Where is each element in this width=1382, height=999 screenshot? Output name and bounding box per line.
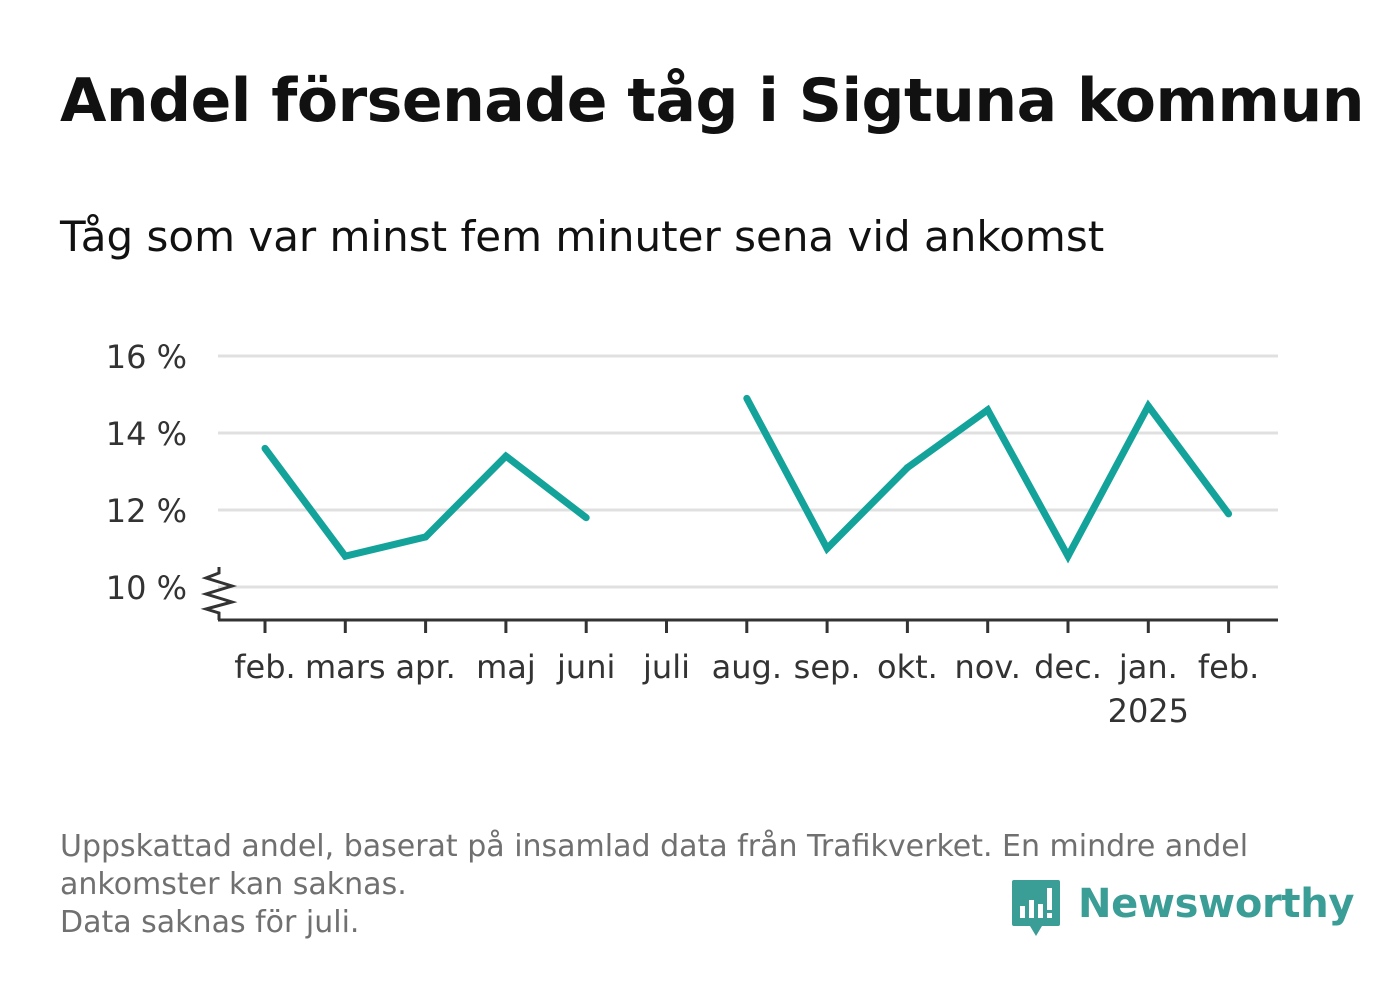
data-point bbox=[823, 545, 831, 552]
y-tick-label: 16 % bbox=[106, 338, 187, 376]
x-tick-label: sep. bbox=[794, 648, 861, 686]
data-point bbox=[422, 533, 430, 541]
brand-name: Newsworthy bbox=[1078, 881, 1355, 927]
footnote-line-3: Data saknas för juli. bbox=[60, 905, 360, 940]
x-tick-label: feb. bbox=[234, 648, 295, 686]
axis-break-icon bbox=[200, 567, 238, 620]
line-chart: 10 % 12 % 14 % 16 % feb. mars apr. maj juni juli a… bbox=[106, 338, 1278, 730]
footnote: Uppskattad andel, baserat på insamlad da… bbox=[60, 828, 1320, 942]
data-point bbox=[1144, 402, 1152, 410]
x-tick-label: dec. bbox=[1034, 648, 1102, 686]
data-point bbox=[1064, 552, 1072, 560]
data-point bbox=[984, 406, 992, 414]
y-tick-label: 12 % bbox=[106, 492, 187, 530]
x-tick-label: mars bbox=[305, 648, 386, 686]
series-line bbox=[743, 396, 1232, 564]
data-point bbox=[743, 394, 751, 402]
y-tick-label: 14 % bbox=[106, 415, 187, 453]
chart-subtitle: Tåg som var minst fem minuter sena vid a… bbox=[60, 212, 1105, 261]
data-point bbox=[502, 452, 510, 460]
x-tick-label: feb. bbox=[1198, 648, 1259, 686]
footnote-line-1: Uppskattad andel, baserat på insamlad da… bbox=[60, 829, 1249, 864]
x-tick-label: aug. bbox=[712, 648, 782, 686]
data-point bbox=[582, 514, 590, 522]
x-tick-label: juni bbox=[556, 648, 615, 686]
x-tick-label: juli bbox=[642, 648, 690, 686]
footnote-line-2: ankomster kan saknas. bbox=[60, 867, 407, 902]
bar-chart-speech-bubble-icon bbox=[1012, 880, 1060, 936]
data-point bbox=[261, 444, 269, 452]
x-tick-label: maj bbox=[476, 648, 536, 686]
x-tick-label: nov. bbox=[954, 648, 1020, 686]
x-tick-label: jan. bbox=[1118, 648, 1178, 686]
data-point bbox=[1225, 510, 1233, 518]
data-point bbox=[903, 464, 911, 472]
x-year-label: 2025 bbox=[1108, 692, 1189, 730]
y-tick-label: 10 % bbox=[106, 569, 187, 607]
chart-title: Andel försenade tåg i Sigtuna kommun bbox=[60, 66, 1364, 136]
x-tick-label: okt. bbox=[877, 648, 938, 686]
data-point bbox=[341, 552, 349, 560]
newsworthy-logo: Newsworthy bbox=[1010, 876, 1355, 940]
x-tick-label: apr. bbox=[395, 648, 455, 686]
